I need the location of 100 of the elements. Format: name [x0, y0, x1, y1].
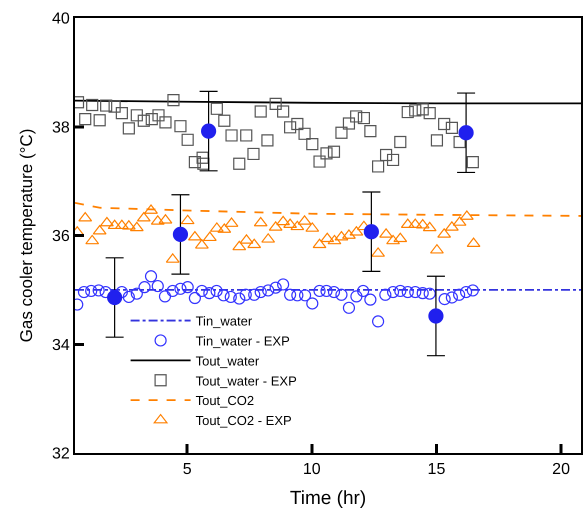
- point: [100, 286, 112, 298]
- point: [210, 284, 223, 298]
- point: [158, 290, 172, 302]
- point: [379, 288, 392, 301]
- point: [203, 287, 216, 300]
- point: [188, 156, 201, 168]
- point: [394, 136, 406, 148]
- point: [364, 125, 376, 138]
- point: [335, 288, 348, 301]
- point: [372, 315, 384, 328]
- point: [335, 126, 348, 139]
- point: [196, 284, 208, 298]
- legend-label: Tout_CO2 - EXP: [196, 413, 292, 428]
- point: [130, 109, 143, 122]
- point: [312, 238, 326, 248]
- point: [409, 104, 422, 117]
- point: [233, 158, 246, 170]
- point: [458, 125, 474, 140]
- point: [152, 280, 164, 292]
- point: [402, 286, 414, 298]
- x-tick-label: 20: [552, 461, 570, 478]
- point: [262, 284, 274, 297]
- point: [188, 292, 201, 304]
- point: [438, 293, 451, 306]
- point: [94, 114, 106, 126]
- point: [172, 226, 188, 242]
- point: [284, 121, 296, 134]
- point: [138, 114, 150, 127]
- point: [217, 289, 230, 302]
- legend-label: Tout_CO2: [196, 393, 254, 408]
- point: [182, 134, 194, 146]
- point: [380, 148, 392, 162]
- point: [446, 122, 458, 134]
- point: [424, 107, 436, 120]
- legend-label: Tin_water: [196, 314, 253, 329]
- point: [224, 290, 237, 304]
- point: [108, 100, 121, 113]
- y-tick-label: 40: [52, 10, 70, 28]
- point: [438, 118, 450, 130]
- point: [152, 109, 165, 122]
- point: [254, 105, 267, 118]
- point: [233, 292, 246, 305]
- point: [225, 129, 238, 142]
- point: [254, 286, 267, 298]
- point: [306, 138, 318, 150]
- point: [357, 284, 370, 298]
- y-tick-label: 34: [52, 336, 70, 354]
- point: [416, 103, 429, 116]
- point: [402, 106, 414, 118]
- point: [196, 152, 209, 164]
- point: [138, 281, 151, 294]
- point: [386, 286, 400, 298]
- point: [92, 284, 105, 297]
- point: [100, 99, 112, 112]
- point: [394, 284, 406, 298]
- y-tick-label: 36: [52, 228, 70, 246]
- point: [313, 284, 326, 298]
- point: [79, 113, 92, 126]
- point: [277, 105, 290, 118]
- point: [166, 284, 179, 298]
- point: [174, 120, 187, 132]
- point: [320, 147, 333, 160]
- point: [466, 156, 479, 168]
- point: [86, 98, 98, 112]
- point: [372, 160, 384, 173]
- point: [130, 288, 143, 300]
- point: [270, 282, 282, 294]
- point: [328, 146, 340, 158]
- point: [428, 308, 444, 324]
- point: [218, 114, 230, 127]
- point: [306, 297, 318, 310]
- legend-label: Tout_water - EXP: [196, 373, 297, 388]
- point: [298, 289, 312, 302]
- point: [277, 278, 290, 291]
- point: [466, 284, 479, 297]
- point: [78, 286, 90, 298]
- point: [240, 234, 254, 244]
- point: [210, 102, 223, 115]
- point: [342, 117, 356, 130]
- point: [144, 204, 158, 214]
- legend-label: Tout_water: [196, 353, 260, 368]
- point: [122, 122, 135, 134]
- x-tick-label: 15: [428, 461, 446, 478]
- point: [116, 286, 128, 298]
- y-tick-label: 32: [52, 446, 70, 463]
- point: [224, 217, 238, 227]
- point: [85, 284, 98, 298]
- point: [446, 291, 458, 304]
- point: [270, 98, 282, 110]
- point: [291, 118, 304, 130]
- point: [107, 290, 122, 306]
- x-axis-title: Time (hr): [290, 488, 366, 509]
- point: [247, 148, 260, 160]
- point: [122, 290, 135, 304]
- legend-label: Tin_water - EXP: [196, 334, 290, 349]
- point: [261, 134, 274, 146]
- point: [182, 281, 194, 294]
- x-tick-label: 10: [302, 461, 321, 478]
- point: [201, 124, 216, 139]
- point: [248, 288, 260, 301]
